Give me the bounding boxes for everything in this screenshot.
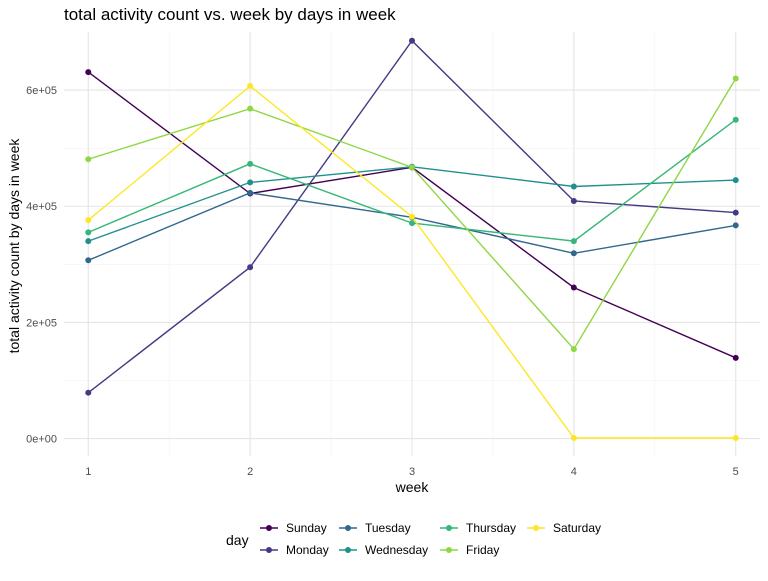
- legend-title: day: [226, 532, 249, 548]
- data-point-thursday: [570, 238, 577, 245]
- legend-label: Sunday: [286, 521, 327, 535]
- axes: 1 2 3 4 5 0e+00 2e+05 4e+05 6e+05: [26, 85, 739, 478]
- x-tick-label: 1: [85, 466, 91, 478]
- y-tick-label: 0e+00: [26, 434, 57, 446]
- x-tick-label: 5: [733, 466, 739, 478]
- data-point-friday: [409, 164, 415, 171]
- x-tick-label: 2: [247, 466, 253, 478]
- data-point-sunday: [732, 354, 739, 361]
- y-axis-title: total activity count by days in week: [6, 138, 22, 354]
- data-point-monday: [570, 198, 577, 205]
- y-tick-label: 4e+05: [26, 201, 57, 213]
- legend-item-friday: Friday: [440, 543, 499, 557]
- data-point-sunday: [570, 284, 577, 291]
- data-point-tuesday: [570, 250, 577, 257]
- data-point-thursday: [409, 220, 415, 227]
- data-point-friday: [732, 75, 739, 82]
- data-point-tuesday: [85, 257, 92, 264]
- legend-key-point: [345, 525, 351, 531]
- legend-item-saturday: Saturday: [527, 521, 601, 535]
- data-point-monday: [732, 209, 739, 216]
- legend-key-point: [446, 525, 452, 531]
- data-point-saturday: [409, 213, 415, 220]
- legend-label: Wednesday: [365, 543, 428, 557]
- legend-item-monday: Monday: [260, 543, 329, 557]
- data-point-friday: [247, 105, 254, 112]
- legend-item-wednesday: Wednesday: [339, 543, 428, 557]
- data-point-monday: [409, 37, 415, 44]
- data-point-friday: [570, 346, 577, 353]
- legend-key-point: [446, 547, 452, 553]
- legend-label: Tuesday: [365, 521, 411, 535]
- y-tick-label: 6e+05: [26, 85, 57, 97]
- legend-label: Friday: [466, 543, 499, 557]
- data-point-thursday: [85, 229, 92, 236]
- data-point-saturday: [247, 83, 254, 90]
- chart-title: total activity count vs. week by days in…: [64, 5, 396, 24]
- data-point-saturday: [732, 434, 739, 441]
- data-point-wednesday: [247, 179, 254, 186]
- y-tick-label: 2e+05: [26, 317, 57, 329]
- data-point-thursday: [732, 116, 739, 123]
- x-tick-label: 3: [409, 466, 415, 478]
- data-point-monday: [247, 264, 254, 271]
- data-point-wednesday: [85, 238, 92, 245]
- legend: day Sunday Monday Tuesday Wednesday Thursday…: [226, 521, 601, 557]
- data-point-thursday: [247, 160, 254, 167]
- legend-key-point: [345, 547, 351, 553]
- data-point-wednesday: [570, 183, 577, 190]
- legend-label: Thursday: [466, 521, 516, 535]
- data-point-monday: [85, 389, 92, 396]
- data-point-tuesday: [732, 222, 739, 229]
- legend-item-thursday: Thursday: [440, 521, 516, 535]
- legend-item-sunday: Sunday: [260, 521, 327, 535]
- legend-label: Monday: [286, 543, 329, 557]
- legend-key-point: [533, 525, 539, 531]
- data-point-wednesday: [732, 177, 739, 184]
- grid: [64, 32, 760, 456]
- legend-label: Saturday: [553, 521, 601, 535]
- x-tick-label: 4: [571, 466, 577, 478]
- data-point-saturday: [85, 217, 92, 224]
- legend-key-point: [266, 547, 272, 553]
- series-lines: [85, 37, 739, 441]
- legend-key-point: [266, 525, 272, 531]
- data-point-friday: [85, 156, 92, 163]
- data-point-tuesday: [247, 189, 254, 196]
- data-point-sunday: [85, 69, 92, 76]
- x-axis-title: week: [395, 479, 430, 495]
- legend-item-tuesday: Tuesday: [339, 521, 411, 535]
- data-point-saturday: [570, 434, 577, 441]
